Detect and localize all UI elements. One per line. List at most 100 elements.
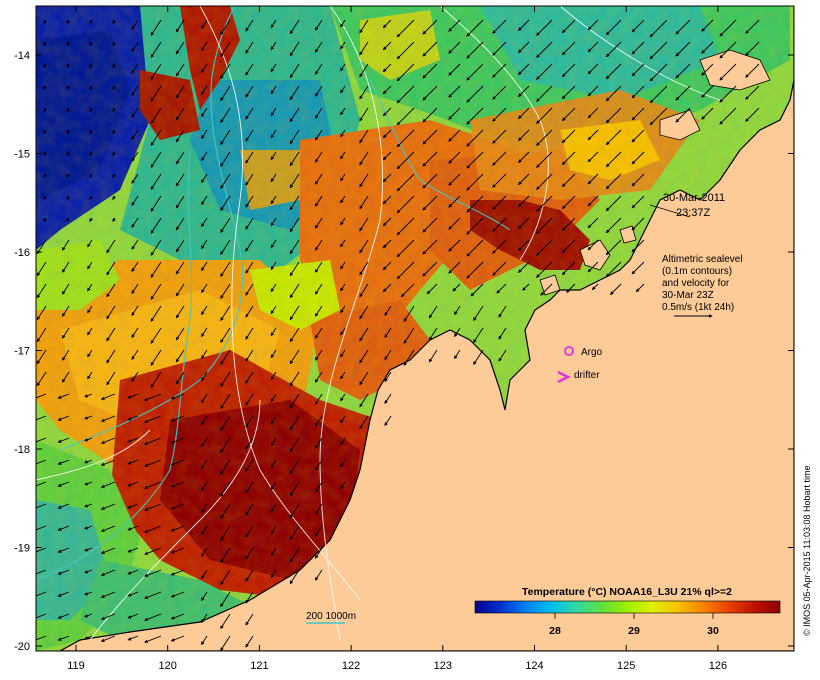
velocity-arrow <box>127 459 139 465</box>
velocity-arrow <box>36 327 47 343</box>
velocity-arrow <box>150 19 162 36</box>
velocity-arrow <box>220 129 231 146</box>
velocity-arrow <box>270 481 277 491</box>
velocity-arrow <box>270 63 277 73</box>
velocity-arrow <box>454 349 461 360</box>
velocity-arrow <box>62 261 70 273</box>
velocity-arrow <box>315 547 323 559</box>
velocity-arrow <box>220 305 231 322</box>
velocity-arrow <box>131 283 139 295</box>
velocity-arrow <box>175 63 185 77</box>
velocity-arrow <box>100 525 116 532</box>
argo-label: Argo <box>581 347 603 358</box>
velocity-arrow <box>201 107 208 118</box>
velocity-arrow <box>127 635 139 641</box>
velocity-arrow <box>245 151 254 164</box>
velocity-arrow <box>631 239 645 253</box>
velocity-arrow <box>492 63 507 78</box>
velocity-arrow <box>635 283 645 293</box>
velocity-arrow <box>144 591 162 599</box>
velocity-arrow <box>289 349 300 365</box>
velocity-arrow <box>315 459 323 471</box>
velocity-arrow <box>315 327 323 339</box>
velocity-arrow <box>561 151 576 166</box>
velocity-arrow <box>36 635 47 641</box>
velocity-arrow <box>175 151 185 165</box>
velocity-arrow <box>315 63 323 75</box>
date-label: 30-Mar-2011 <box>663 192 725 204</box>
velocity-arrow <box>270 547 277 557</box>
velocity-arrow <box>403 305 415 322</box>
velocity-arrow <box>448 63 461 76</box>
velocity-arrow <box>675 85 691 101</box>
velocity-arrow <box>220 41 231 58</box>
velocity-arrow <box>631 151 645 165</box>
velocity-arrow <box>745 19 760 34</box>
velocity-arrow <box>106 283 116 298</box>
velocity-arrow <box>270 195 277 205</box>
velocity-arrow <box>62 349 70 361</box>
velocity-arrow <box>131 371 139 383</box>
velocity-arrow <box>289 305 300 321</box>
velocity-arrow <box>605 107 622 124</box>
velocity-arrow <box>36 613 47 619</box>
velocity-arrow <box>201 283 208 294</box>
velocity-arrow <box>220 613 231 630</box>
velocity-arrow <box>340 459 346 468</box>
velocity-arrow <box>591 283 599 291</box>
velocity-arrow <box>675 107 691 123</box>
velocity-arrow <box>175 85 185 99</box>
velocity-arrow <box>36 525 47 531</box>
velocity-arrow <box>144 393 162 401</box>
velocity-arrow <box>106 371 116 386</box>
velocity-arrow <box>66 19 70 25</box>
velocity-arrow <box>131 63 139 74</box>
velocity-arrow <box>340 107 346 116</box>
velocity-arrow <box>131 129 139 140</box>
velocity-arrow <box>36 283 47 299</box>
velocity-arrow <box>536 41 553 58</box>
velocity-arrow <box>340 437 346 446</box>
velocity-arrow <box>201 437 208 448</box>
velocity-arrow <box>289 107 300 123</box>
velocity-arrow <box>382 283 392 293</box>
velocity-arrow <box>270 393 277 403</box>
argo-marker <box>564 346 574 356</box>
velocity-arrow <box>359 41 369 56</box>
velocity-arrow <box>701 19 714 32</box>
velocity-arrow <box>84 525 93 530</box>
velocity-arrow <box>84 459 93 464</box>
velocity-arrow <box>175 129 185 143</box>
velocity-arrow <box>89 195 93 201</box>
velocity-arrow <box>201 19 208 30</box>
velocity-arrow <box>340 327 346 336</box>
velocity-arrow <box>100 481 116 488</box>
velocity-arrow <box>127 591 139 597</box>
velocity-arrow <box>43 19 47 25</box>
velocity-arrow <box>561 85 576 100</box>
velocity-arrow <box>289 19 300 35</box>
velocity-arrow <box>422 217 438 233</box>
velocity-arrow <box>201 481 208 492</box>
sealevel-contours <box>36 6 721 641</box>
velocity-arrow <box>106 305 116 320</box>
velocity-arrow <box>359 393 369 408</box>
velocity-arrow <box>396 85 415 104</box>
velocity-arrow <box>245 19 254 32</box>
velocity-arrow <box>359 195 369 210</box>
lon-tick-label: 121 <box>250 660 268 672</box>
velocity-arrow <box>89 151 93 157</box>
lon-tick-label: 125 <box>617 660 635 672</box>
velocity-arrow <box>517 195 530 208</box>
velocity-arrow <box>175 217 185 231</box>
velocity-arrow <box>587 129 599 141</box>
velocity-arrow <box>201 85 208 96</box>
velocity-arrow <box>245 503 254 516</box>
colorbar-tick-28: 28 <box>549 625 561 637</box>
velocity-arrow <box>106 261 116 276</box>
velocity-arrow <box>36 371 47 387</box>
velocity-arrow <box>201 173 208 184</box>
velocity-arrow <box>36 481 47 487</box>
velocity-arrow <box>201 63 208 74</box>
velocity-arrow <box>340 129 346 138</box>
